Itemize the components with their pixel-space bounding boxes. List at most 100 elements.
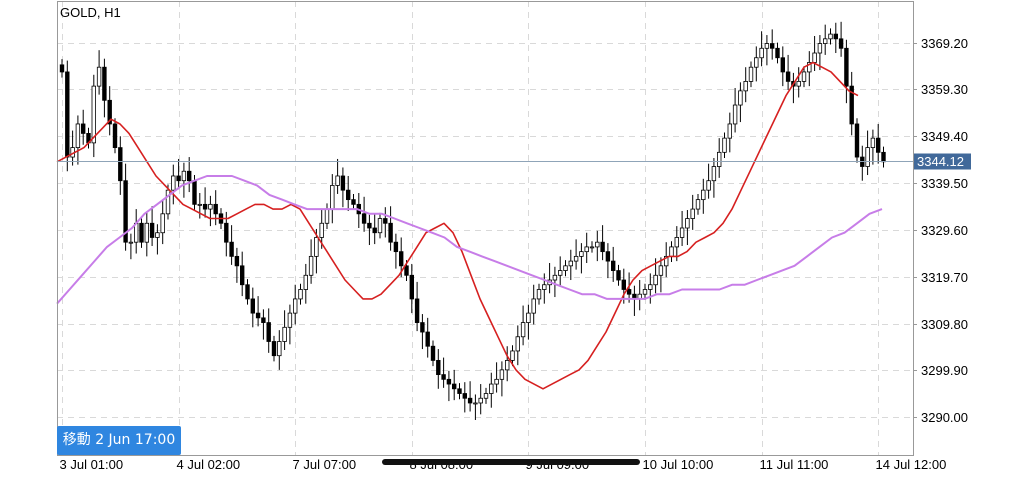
x-tick-label: 11 Jul 11:00 (760, 457, 829, 472)
candle-body (319, 222, 324, 238)
candle-body (722, 137, 727, 153)
candle-body (738, 90, 743, 106)
jump-to-date-button[interactable]: 移動 2 Jun 17:00 (57, 426, 181, 455)
candle-body (600, 241, 605, 253)
candle-body (626, 289, 632, 295)
candle-body (796, 80, 801, 87)
candle-body (292, 298, 298, 314)
candle-body (398, 251, 404, 267)
candle-body (303, 274, 308, 290)
candle-body (780, 57, 785, 73)
candle-body (367, 222, 372, 229)
candle-body (457, 388, 462, 394)
plot-frame (57, 1, 914, 456)
candle-body (717, 151, 722, 167)
candle-body (213, 203, 218, 215)
candle-body (176, 175, 181, 182)
candle-body (345, 189, 351, 201)
slow-ma-line (56, 175, 883, 305)
candle-body (642, 289, 648, 295)
candle-body (192, 180, 197, 205)
candle-body (494, 378, 499, 385)
y-tick-label: 3290.00 (921, 410, 968, 425)
candle-body (743, 80, 748, 92)
candle-body (876, 137, 881, 153)
y-tick-label: 3319.70 (921, 270, 968, 285)
candle-body (462, 393, 467, 399)
candle-body (499, 369, 505, 380)
candle-body (785, 71, 791, 82)
candle-body (414, 298, 420, 323)
candle-body (483, 393, 489, 399)
y-tick-label: 3309.80 (921, 317, 968, 332)
candle-body (653, 274, 658, 286)
candle-body (149, 222, 155, 238)
candle-body (669, 246, 674, 257)
candle-body (160, 213, 165, 234)
candle-body (271, 341, 277, 357)
candle-body (65, 71, 70, 158)
candle-body (266, 322, 271, 342)
candle-body (197, 203, 202, 206)
candle-body (690, 208, 695, 219)
candle-body (282, 326, 287, 342)
y-tick-label: 3359.30 (921, 82, 968, 97)
candle-body (436, 360, 441, 376)
y-tick-label: 3339.50 (921, 176, 968, 191)
candle-body (234, 255, 240, 267)
candle-body (563, 265, 568, 271)
candle-body (621, 279, 626, 290)
candle-body (865, 147, 870, 167)
candle-body (775, 47, 780, 59)
candle-body (759, 47, 764, 59)
candle-body (441, 374, 446, 380)
candle-body (128, 241, 134, 244)
candle-body (202, 203, 208, 210)
candle-body (287, 312, 293, 328)
candle-body (748, 66, 754, 82)
candle-body (838, 38, 844, 49)
candle-body (833, 33, 838, 40)
symbol-label: GOLD, H1 (60, 5, 121, 20)
candle-body (881, 151, 886, 163)
candle-body (139, 222, 144, 243)
candle-body (732, 104, 738, 125)
candle-body (112, 123, 118, 149)
candle-body (409, 274, 414, 300)
candle-body (118, 147, 123, 182)
candle-body (568, 260, 573, 267)
candle-body (467, 397, 473, 404)
candle-body (727, 123, 732, 139)
candle-body (573, 255, 579, 262)
candle-body (817, 43, 823, 54)
candle-body (801, 71, 807, 82)
candle-body (695, 199, 701, 210)
candle-body (706, 180, 711, 191)
candle-body (59, 64, 65, 73)
candle-body (807, 62, 812, 73)
candle-body (91, 85, 96, 144)
candle-body (536, 289, 542, 300)
candle-body (372, 227, 377, 234)
candle-body (664, 255, 669, 267)
candle-body (870, 137, 876, 149)
candle-body (224, 222, 229, 243)
candle-body (558, 270, 563, 276)
candle-body (711, 166, 717, 182)
candle-body (181, 170, 187, 182)
fast-ma-line (56, 61, 859, 390)
candle-body (165, 189, 171, 215)
candle-body (605, 251, 611, 262)
candle-body (361, 213, 367, 224)
candle-body (107, 99, 112, 125)
candle-body (515, 336, 520, 352)
candle-body (473, 402, 478, 405)
scroll-handle[interactable] (382, 459, 640, 465)
candle-body (504, 360, 510, 371)
candle-body (451, 383, 457, 390)
candle-body (245, 284, 250, 300)
candle-body (754, 57, 759, 68)
candle-body (674, 237, 679, 248)
